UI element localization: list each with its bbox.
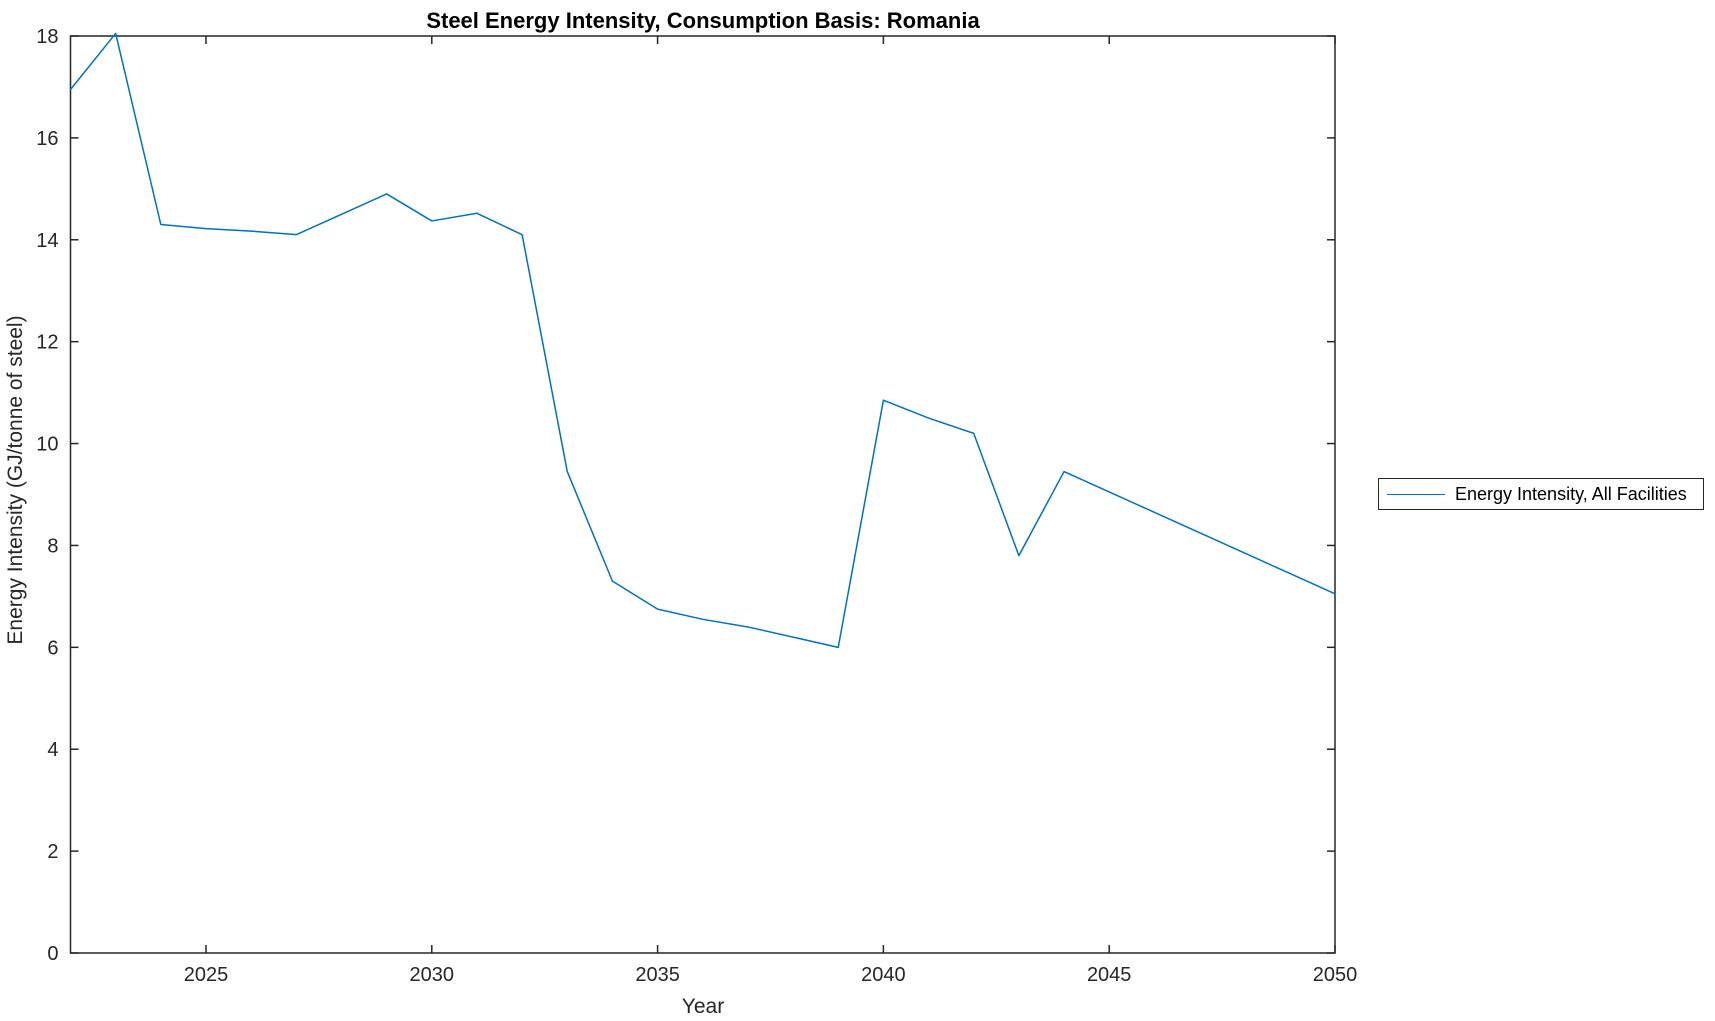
axis-tick-labels: 2025 2030 2035 2040 2045 2050 0 2 4 6 8 10 12 14 16 18	[36, 26, 1357, 986]
y-tick-label: 18	[36, 26, 58, 48]
x-tick-label: 2050	[1313, 964, 1358, 986]
y-tick-label: 8	[47, 535, 58, 557]
x-tick-label: 2035	[635, 964, 680, 986]
y-tick-label: 12	[36, 332, 58, 354]
chart-title: Steel Energy Intensity, Consumption Basi…	[426, 8, 980, 33]
series-line	[69, 32, 1336, 649]
legend-line-sample-icon	[1387, 493, 1445, 495]
data-series	[69, 32, 1336, 649]
x-tick-label: 2025	[184, 964, 229, 986]
y-tick-label: 10	[36, 434, 58, 456]
y-tick-label: 14	[36, 230, 58, 252]
y-tick-label: 16	[36, 128, 58, 150]
y-tick-label: 2	[47, 841, 58, 863]
y-axis-label: Energy Intensity (GJ/tonne of steel)	[4, 315, 27, 644]
plot-frame	[69, 35, 1336, 954]
legend-entry-label: Energy Intensity, All Facilities	[1455, 483, 1687, 504]
y-tick-label: 6	[47, 637, 58, 659]
axis-ticks	[70, 35, 1336, 954]
x-tick-label: 2040	[861, 964, 906, 986]
axes-box	[69, 35, 1336, 954]
y-tick-label: 4	[47, 739, 58, 761]
y-tick-label: 0	[47, 943, 58, 965]
x-tick-label: 2045	[1087, 964, 1132, 986]
x-tick-label: 2030	[410, 964, 455, 986]
x-axis-label: Year	[682, 995, 724, 1018]
legend-box: Energy Intensity, All Facilities	[1378, 478, 1704, 510]
